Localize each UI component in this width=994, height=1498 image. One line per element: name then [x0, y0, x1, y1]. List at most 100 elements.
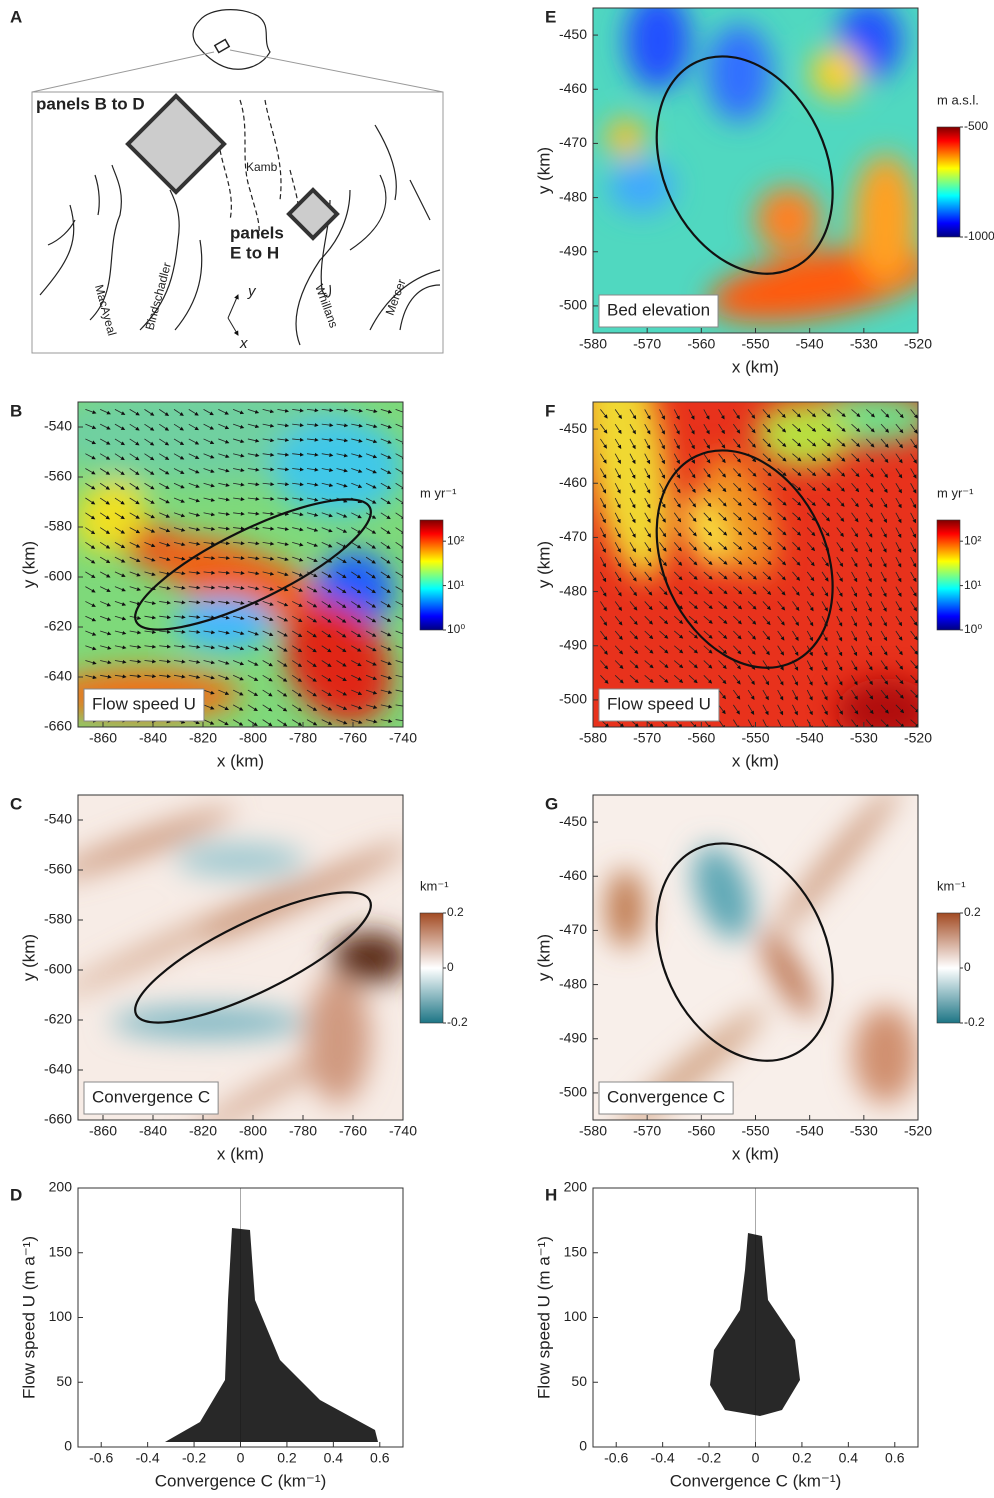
- vector-arrow: [336, 423, 349, 428]
- x-tick-label: -530: [850, 336, 878, 352]
- vector-arrow: [262, 630, 274, 637]
- vector-arrow: [880, 438, 889, 448]
- vector-arrow: [233, 601, 245, 605]
- vector-arrow: [836, 660, 843, 671]
- panel-label: H: [545, 1185, 557, 1204]
- vector-arrow: [644, 409, 651, 420]
- heatmap-blob: [810, 47, 863, 99]
- vector-arrow: [821, 556, 829, 567]
- y-tick-label: 50: [571, 1373, 587, 1389]
- x-tick-label: -740: [389, 730, 417, 746]
- vector-arrow: [380, 645, 392, 651]
- colorbar: [419, 912, 444, 1024]
- vector-arrow: [895, 556, 902, 568]
- heatmap-blob: [606, 869, 645, 948]
- vector-arrow: [336, 438, 349, 443]
- region-outline: [655, 55, 834, 275]
- vector-arrow: [144, 482, 155, 490]
- vector-arrow: [777, 556, 787, 566]
- vector-arrow: [144, 453, 155, 461]
- y-tick-label: 200: [49, 1179, 73, 1195]
- vector-arrow: [85, 512, 96, 520]
- y-axis-label: Flow speed U (m a⁻¹): [19, 1236, 38, 1399]
- vector-arrow: [262, 541, 275, 546]
- vector-arrow: [865, 468, 874, 478]
- inset-box: [83, 688, 205, 722]
- vector-arrow: [380, 468, 392, 474]
- vector-arrow: [733, 571, 743, 580]
- vector-arrow: [733, 586, 743, 595]
- vector-arrow: [99, 556, 111, 564]
- heatmap: [593, 795, 918, 1120]
- vector-arrow: [365, 615, 377, 623]
- region-label: panels: [230, 223, 284, 242]
- vector-arrow: [659, 601, 668, 610]
- colorbar-tick-label: 10⁰: [964, 622, 982, 636]
- vector-arrow: [865, 571, 872, 583]
- heatmap-blob: [706, 24, 772, 122]
- vector-arrow: [291, 674, 303, 682]
- vector-arrow: [777, 409, 786, 418]
- vector-arrow: [806, 601, 814, 612]
- x-tick-label: -580: [579, 336, 607, 352]
- vector-arrow: [865, 512, 873, 523]
- vector-arrow: [688, 630, 699, 639]
- x-axis-label: x (km): [732, 357, 779, 376]
- vector-arrow: [688, 423, 695, 435]
- vector-arrow: [792, 704, 798, 716]
- x-axis-label: Convergence C (km⁻¹): [670, 1471, 841, 1490]
- vector-arrow: [673, 645, 684, 654]
- vector-arrow: [806, 615, 814, 627]
- vector-arrow: [351, 719, 363, 724]
- vector-arrow: [395, 704, 403, 709]
- vector-arrow: [85, 630, 97, 636]
- vector-arrow: [306, 556, 318, 563]
- vector-arrow: [188, 570, 201, 575]
- vector-arrow: [321, 408, 334, 413]
- vector-arrow: [262, 423, 275, 428]
- vector-arrow: [159, 497, 170, 504]
- vector-arrow: [365, 527, 377, 534]
- vector-arrow: [688, 586, 698, 595]
- quiver: [85, 408, 403, 727]
- vector-arrow: [747, 423, 756, 434]
- heatmap-blob: [593, 402, 671, 579]
- vector-arrow: [792, 615, 799, 627]
- x-tick-label: -0.4: [651, 1450, 675, 1466]
- colorbar-tick-label: 10²: [447, 533, 464, 547]
- vector-arrow: [203, 423, 215, 430]
- vector-arrow: [114, 497, 125, 505]
- vector-arrow: [865, 675, 873, 686]
- vector-arrow: [218, 497, 230, 502]
- vector-arrow: [880, 601, 887, 612]
- vector-arrow: [836, 512, 845, 522]
- vector-arrow: [203, 704, 215, 710]
- y-tick-label: -460: [559, 867, 587, 883]
- x-tick-label: -840: [139, 730, 167, 746]
- vector-arrow: [733, 527, 743, 536]
- vector-arrow: [203, 674, 215, 680]
- vector-arrow: [659, 542, 667, 552]
- inset-box: [598, 688, 720, 722]
- vector-arrow: [262, 689, 273, 697]
- y-tick-label: -640: [44, 1061, 72, 1077]
- x-tick-label: 0.2: [277, 1450, 297, 1466]
- vector-arrow: [703, 527, 713, 536]
- vector-arrow: [703, 660, 713, 669]
- vector-arrow: [247, 482, 260, 487]
- vector-arrow: [262, 674, 273, 682]
- vector-arrow: [880, 704, 889, 714]
- vector-arrow: [762, 468, 772, 477]
- vector-arrow: [806, 542, 816, 552]
- vector-arrow: [836, 409, 846, 417]
- vector-arrow: [292, 452, 304, 457]
- vector-arrow: [629, 674, 639, 684]
- vector-arrow: [129, 674, 142, 679]
- vector-arrow: [159, 482, 170, 489]
- vector-arrow: [880, 571, 887, 583]
- vector-arrow: [644, 512, 651, 524]
- vector-arrow: [792, 453, 802, 462]
- vector-arrow: [718, 689, 727, 700]
- vector-arrow: [659, 409, 665, 420]
- vector-arrow: [232, 423, 245, 429]
